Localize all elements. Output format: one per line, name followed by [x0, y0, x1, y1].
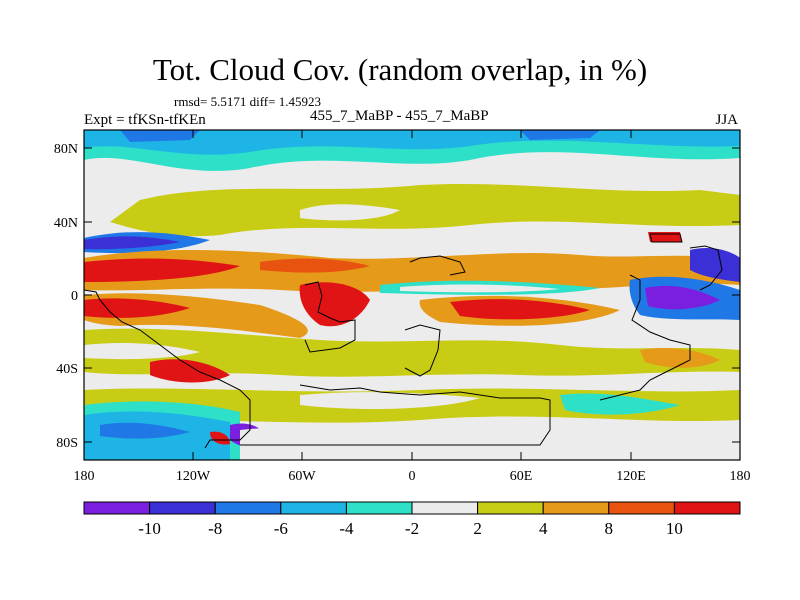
colorbar-label: 8 — [605, 519, 614, 538]
field-sa-red — [299, 282, 370, 327]
coast-americas-west — [84, 289, 251, 449]
colorbar-swatch — [345, 501, 413, 515]
field-se-red — [450, 299, 590, 320]
y-tick-label: 80S — [56, 436, 78, 451]
colorbar-swatch — [608, 501, 675, 515]
coast-east-asia — [689, 245, 723, 291]
y-tick-marks — [84, 147, 740, 443]
field-sp-blue-2 — [100, 422, 190, 439]
x-tick-label: 180 — [74, 469, 95, 484]
field-se-orange-2 — [640, 348, 720, 368]
field-ant-red — [210, 431, 230, 445]
comparison-label: 455_7_MaBP - 455_7_MaBP — [310, 108, 489, 124]
stats-label: rmsd= 5.5171 diff= 1.45923 — [174, 94, 321, 109]
field-ant-white — [240, 424, 740, 460]
colorbar-swatch — [83, 501, 151, 515]
field-n-red-2 — [260, 258, 370, 273]
y-tick-label: 40S — [56, 362, 78, 377]
chart-title: Tot. Cloud Cov. (random overlap, in %) — [152, 52, 648, 87]
x-tick-marks — [83, 130, 741, 460]
field-n-orange — [84, 250, 740, 292]
field-arctic-blue-2 — [520, 130, 600, 140]
field-arctic-blue — [120, 130, 200, 142]
x-tick-labels: 180 120W 60W 0 60E 120E 180 — [74, 469, 751, 484]
colorbar-swatch — [280, 501, 347, 515]
coast-north-africa — [409, 255, 466, 276]
colorbar-label: 4 — [539, 519, 548, 538]
field-midlat-gap — [300, 204, 400, 221]
colorbar-label: 2 — [473, 519, 482, 538]
colorbar-swatch — [542, 501, 610, 515]
field-so-cyan — [560, 393, 680, 415]
x-tick-label: 60E — [510, 469, 533, 484]
coast-south-africa — [404, 324, 441, 377]
colorbar-swatch — [214, 501, 282, 515]
colorbar-label: -8 — [208, 519, 222, 538]
x-tick-label: 180 — [730, 469, 751, 484]
x-tick-label: 0 — [409, 469, 416, 484]
colorbar-swatch — [411, 501, 479, 515]
colorbar-label: -4 — [339, 519, 354, 538]
season-label: JJA — [715, 112, 738, 128]
coast-south-america — [304, 281, 356, 353]
coastlines — [84, 233, 723, 449]
field-s-white — [84, 342, 200, 360]
experiment-label: Expt = tfKSn-tfKEn — [84, 112, 206, 128]
colorbar-label: -2 — [405, 519, 419, 538]
y-tick-label: 40N — [54, 216, 78, 231]
colorbar-label: -10 — [138, 519, 161, 538]
field-s-yellow — [84, 328, 740, 377]
x-tick-label: 120E — [616, 469, 646, 484]
x-tick-label: 60W — [288, 469, 316, 484]
y-tick-label: 80N — [54, 142, 78, 157]
colorbar: -10 -8 -6 -4 -2 2 4 8 10 — [83, 501, 741, 538]
field-n-red — [84, 258, 240, 282]
colorbar-swatch — [477, 501, 544, 515]
x-tick-label: 120W — [176, 469, 211, 484]
field-midlat-yellow — [110, 183, 740, 237]
coast-japan — [649, 233, 683, 243]
field-so-white — [300, 392, 480, 410]
colorbar-label: -6 — [274, 519, 288, 538]
field-nw-purple — [84, 236, 180, 250]
field-eq-white — [400, 284, 560, 293]
coast-australia — [599, 274, 691, 401]
y-tick-labels: 80N 40N 0 40S 80S — [54, 142, 78, 451]
colorbar-swatch — [149, 501, 216, 515]
y-tick-label: 0 — [71, 289, 78, 304]
field-nwp-blue — [690, 247, 740, 282]
coast-antarctica — [240, 384, 551, 446]
cloud-cover-field — [84, 130, 740, 460]
colorbar-swatch — [673, 501, 741, 515]
field-s-red — [150, 359, 230, 383]
field-wp-purple — [645, 285, 720, 310]
colorbar-label: 10 — [666, 519, 683, 538]
